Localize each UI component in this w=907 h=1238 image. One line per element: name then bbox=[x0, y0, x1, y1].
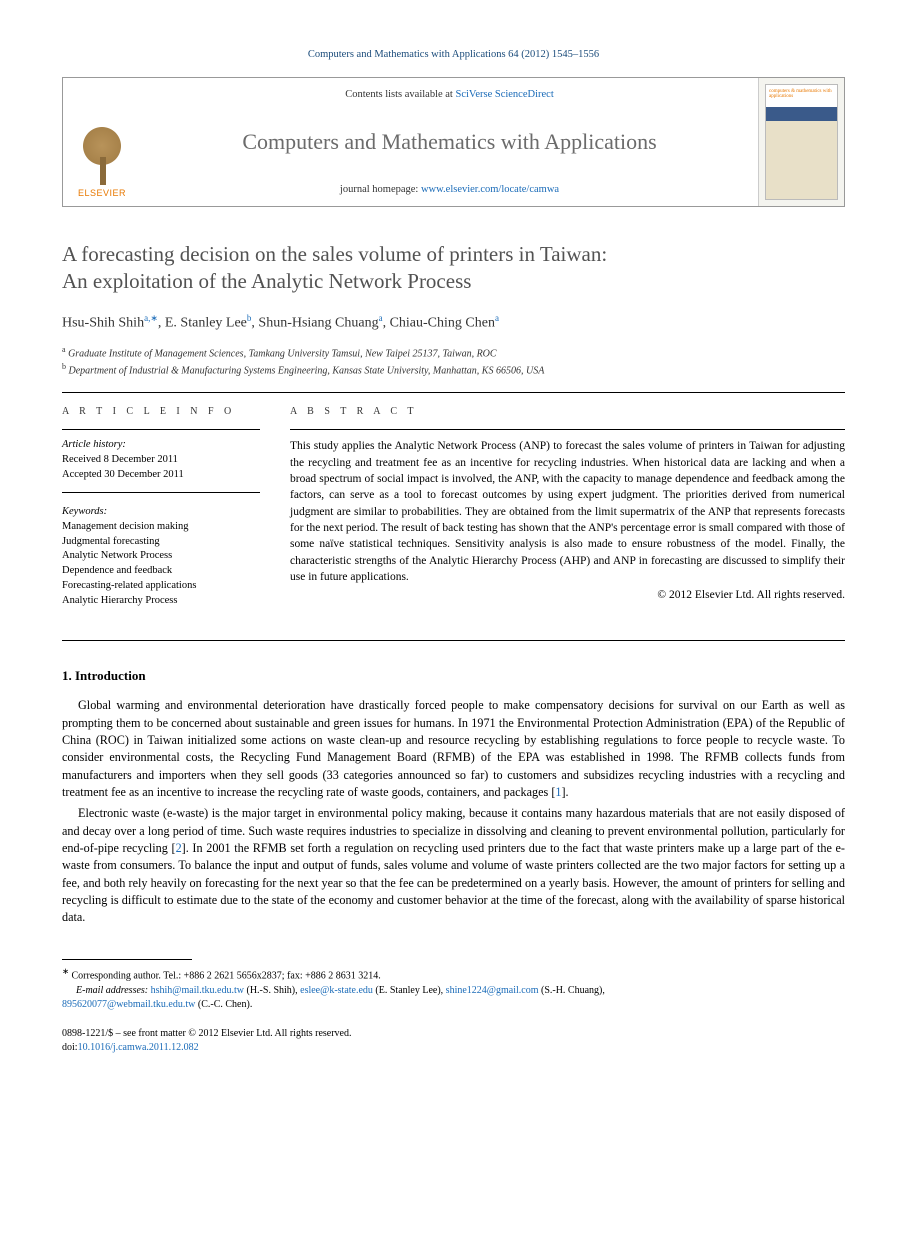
abstract-copyright: © 2012 Elsevier Ltd. All rights reserved… bbox=[290, 587, 845, 603]
info-abstract-row: A R T I C L E I N F O Article history: R… bbox=[62, 405, 845, 630]
email-1-who: (H.-S. Shih) bbox=[247, 985, 296, 996]
body-paragraph-2: Electronic waste (e-waste) is the major … bbox=[62, 805, 845, 926]
title-line-1: A forecasting decision on the sales volu… bbox=[62, 242, 607, 266]
journal-cover-thumbnail: computers & mathematics with application… bbox=[758, 78, 844, 206]
article-history-block: Article history: Received 8 December 201… bbox=[62, 438, 260, 493]
homepage-line: journal homepage: www.elsevier.com/locat… bbox=[340, 183, 559, 198]
homepage-link[interactable]: www.elsevier.com/locate/camwa bbox=[421, 184, 559, 195]
corr-marker: ∗ bbox=[62, 967, 69, 976]
author-2-aff[interactable]: b bbox=[247, 313, 252, 323]
author-3-aff[interactable]: a bbox=[379, 313, 383, 323]
email-3-who: (S.-H. Chuang) bbox=[541, 985, 602, 996]
history-heading: Article history: bbox=[62, 439, 126, 450]
history-accepted: Accepted 30 December 2011 bbox=[62, 469, 184, 480]
header-center: Contents lists available at SciVerse Sci… bbox=[141, 78, 758, 206]
email-2[interactable]: eslee@k-state.edu bbox=[300, 985, 373, 996]
keywords-heading: Keywords: bbox=[62, 506, 107, 517]
affiliations: a Graduate Institute of Management Scien… bbox=[62, 344, 845, 379]
affiliation-a: a Graduate Institute of Management Scien… bbox=[62, 344, 845, 361]
doi-link[interactable]: 10.1016/j.camwa.2011.12.082 bbox=[78, 1042, 199, 1053]
keyword-5: Forecasting-related applications bbox=[62, 580, 196, 591]
author-3: Shun-Hsiang Chuang bbox=[258, 316, 378, 331]
author-1: Hsu-Shih Shih bbox=[62, 316, 144, 331]
divider-mid bbox=[62, 640, 845, 641]
elsevier-wordmark: ELSEVIER bbox=[78, 187, 126, 200]
elsevier-logo: ELSEVIER bbox=[63, 78, 141, 206]
email-4[interactable]: 895620077@webmail.tku.edu.tw bbox=[62, 999, 195, 1010]
abstract-text: This study applies the Analytic Network … bbox=[290, 438, 845, 585]
citation-line: Computers and Mathematics with Applicati… bbox=[62, 48, 845, 63]
contents-available-line: Contents lists available at SciVerse Sci… bbox=[345, 88, 553, 103]
footnotes: ∗ Corresponding author. Tel.: +886 2 262… bbox=[62, 966, 845, 1013]
keyword-1: Management decision making bbox=[62, 521, 189, 532]
email-1[interactable]: hshih@mail.tku.edu.tw bbox=[151, 985, 244, 996]
footer-block: 0898-1221/$ – see front matter © 2012 El… bbox=[62, 1027, 845, 1055]
sciencedirect-link[interactable]: SciVerse ScienceDirect bbox=[455, 89, 553, 100]
author-4: Chiau-Ching Chen bbox=[390, 316, 495, 331]
section-1-heading: 1. Introduction bbox=[62, 667, 845, 685]
email-4-who: (C.-C. Chen) bbox=[198, 999, 250, 1010]
history-received: Received 8 December 2011 bbox=[62, 454, 178, 465]
elsevier-tree-icon bbox=[76, 125, 128, 185]
abstract-label: A B S T R A C T bbox=[290, 405, 845, 419]
email-label: E-mail addresses: bbox=[76, 985, 151, 996]
footnote-separator bbox=[62, 959, 192, 960]
article-info-column: A R T I C L E I N F O Article history: R… bbox=[62, 405, 260, 630]
title-line-2: An exploitation of the Analytic Network … bbox=[62, 269, 471, 293]
body-paragraph-1: Global warming and environmental deterio… bbox=[62, 697, 845, 801]
author-1-corr[interactable]: ∗ bbox=[150, 313, 158, 323]
journal-name: Computers and Mathematics with Applicati… bbox=[242, 127, 656, 158]
cover-title-text: computers & mathematics with application… bbox=[769, 89, 834, 100]
keyword-2: Judgmental forecasting bbox=[62, 536, 160, 547]
contents-prefix: Contents lists available at bbox=[345, 89, 455, 100]
divider-top bbox=[62, 392, 845, 393]
affiliation-b: b Department of Industrial & Manufacturi… bbox=[62, 361, 845, 378]
corresponding-author-line: ∗ Corresponding author. Tel.: +886 2 262… bbox=[62, 966, 845, 984]
keyword-3: Analytic Network Process bbox=[62, 550, 172, 561]
email-3[interactable]: shine1224@gmail.com bbox=[446, 985, 539, 996]
email-addresses-line: E-mail addresses: hshih@mail.tku.edu.tw … bbox=[62, 984, 845, 1013]
article-info-label: A R T I C L E I N F O bbox=[62, 405, 260, 419]
author-list: Hsu-Shih Shiha,∗, E. Stanley Leeb, Shun-… bbox=[62, 312, 845, 333]
issn-copyright-line: 0898-1221/$ – see front matter © 2012 El… bbox=[62, 1027, 845, 1041]
email-2-who: (E. Stanley Lee) bbox=[375, 985, 440, 996]
doi-line: doi:10.1016/j.camwa.2011.12.082 bbox=[62, 1041, 845, 1055]
cover-color-band bbox=[766, 107, 837, 121]
abstract-column: A B S T R A C T This study applies the A… bbox=[290, 405, 845, 630]
keywords-block: Keywords: Management decision making Jud… bbox=[62, 505, 260, 618]
author-4-aff[interactable]: a bbox=[495, 313, 499, 323]
keyword-4: Dependence and feedback bbox=[62, 565, 172, 576]
homepage-prefix: journal homepage: bbox=[340, 184, 421, 195]
keyword-6: Analytic Hierarchy Process bbox=[62, 595, 177, 606]
article-title: A forecasting decision on the sales volu… bbox=[62, 241, 845, 295]
author-2: E. Stanley Lee bbox=[165, 316, 247, 331]
journal-header: ELSEVIER Contents lists available at Sci… bbox=[62, 77, 845, 207]
